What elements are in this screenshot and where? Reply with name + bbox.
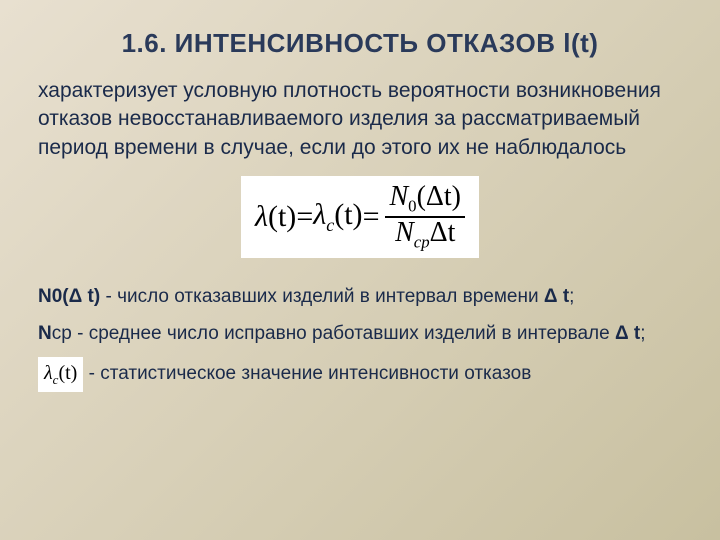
equals-2: = xyxy=(363,200,380,234)
definition-lambda-c: λc(t) - статистическое значение интенсив… xyxy=(38,357,682,391)
lambda-c-t: λc(t) xyxy=(313,198,362,236)
numerator: N0(Δt) xyxy=(385,182,465,218)
lambda-t: λ(t) xyxy=(255,200,296,234)
formula-container: λ(t) = λc(t) = N0(Δt) NcpΔt xyxy=(38,176,682,258)
definition-ncp: Nср - среднее число исправно работавших … xyxy=(38,321,682,348)
main-formula: λ(t) = λc(t) = N0(Δt) NcpΔt xyxy=(241,176,479,258)
denominator: NcpΔt xyxy=(391,218,459,252)
fraction: N0(Δt) NcpΔt xyxy=(385,182,465,252)
description-paragraph: характеризует условную плотность вероятн… xyxy=(38,77,682,162)
slide-title: 1.6. ИНТЕНСИВНОСТЬ ОТКАЗОВ l(t) xyxy=(38,28,682,59)
lambda-c-inline-box: λc(t) xyxy=(38,357,83,391)
definition-n0: N0(Δ t) - число отказавших изделий в инт… xyxy=(38,284,682,311)
equals-1: = xyxy=(296,200,313,234)
